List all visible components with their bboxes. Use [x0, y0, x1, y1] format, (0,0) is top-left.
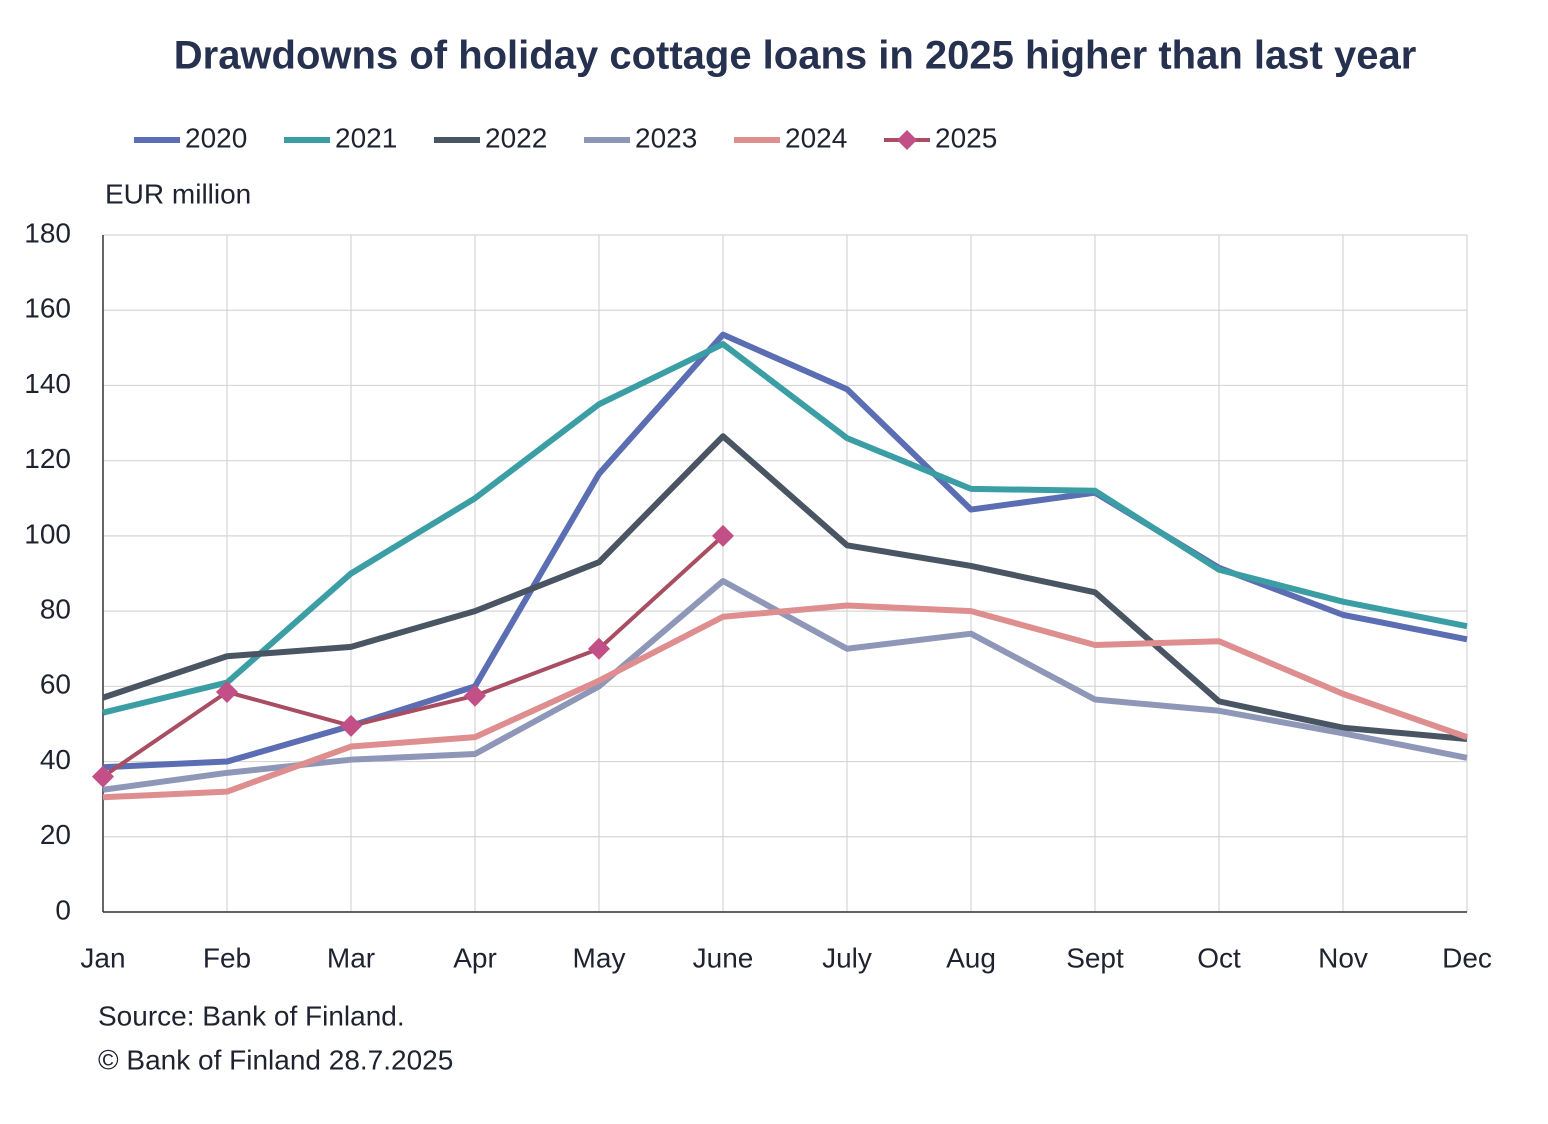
- y-tick-label: 180: [24, 217, 71, 248]
- legend-label: 2024: [785, 122, 847, 153]
- series-line: [102, 602, 1468, 801]
- y-tick-label: 160: [24, 293, 71, 324]
- y-tick-label: 20: [40, 819, 71, 850]
- x-tick-label: Apr: [453, 942, 497, 973]
- legend-marker: [897, 130, 917, 150]
- series-line: [102, 433, 1468, 742]
- y-tick-label: 100: [24, 518, 71, 549]
- y-tick-label: 0: [55, 894, 71, 925]
- series-line: [102, 578, 1468, 793]
- marker: [216, 680, 238, 703]
- marker: [92, 765, 114, 788]
- y-axis-label: EUR million: [105, 178, 251, 209]
- y-tick-label: 120: [24, 443, 71, 474]
- marker: [712, 524, 734, 547]
- y-tick-label: 80: [40, 594, 71, 625]
- x-tick-label: July: [822, 942, 872, 973]
- marker: [464, 684, 486, 707]
- x-tick-label: June: [693, 942, 754, 973]
- x-tick-label: Nov: [1318, 942, 1368, 973]
- legend-label: 2023: [635, 122, 697, 153]
- x-tick-label: Mar: [327, 942, 375, 973]
- chart-title: Drawdowns of holiday cottage loans in 20…: [174, 34, 1417, 78]
- legend-label: 2021: [335, 122, 397, 153]
- x-tick-label: May: [573, 942, 626, 973]
- legend-label: 2022: [485, 122, 547, 153]
- y-tick-label: 60: [40, 669, 71, 700]
- y-tick-label: 140: [24, 368, 71, 399]
- series-line: [101, 534, 725, 779]
- series-line: [102, 331, 1468, 771]
- x-tick-label: Feb: [203, 942, 251, 973]
- x-tick-label: Aug: [946, 942, 996, 973]
- marker: [588, 637, 610, 660]
- x-tick-label: Oct: [1197, 942, 1241, 973]
- legend-label: 2025: [935, 122, 997, 153]
- x-tick-label: Jan: [80, 942, 125, 973]
- x-tick-label: Dec: [1442, 942, 1492, 973]
- source: Source: Bank of Finland.: [98, 1000, 405, 1031]
- series-line: [102, 341, 1468, 716]
- x-tick-label: Sept: [1066, 942, 1124, 973]
- y-tick-label: 40: [40, 744, 71, 775]
- legend-label: 2020: [185, 122, 247, 153]
- copyright: © Bank of Finland 28.7.2025: [98, 1044, 453, 1075]
- marker: [340, 714, 362, 737]
